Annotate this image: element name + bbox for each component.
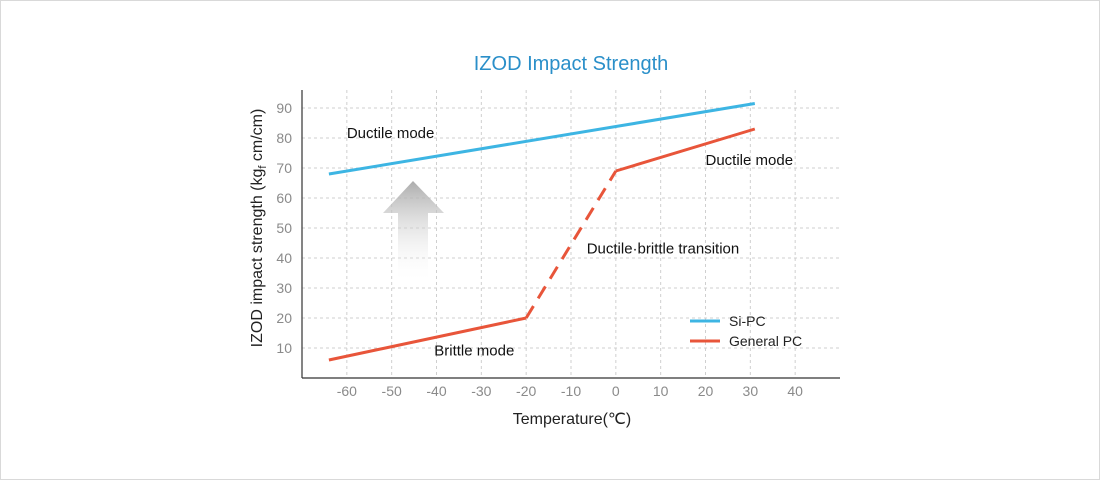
up-arrow-icon	[383, 181, 444, 284]
annotation-label: Ductile·brittle transition	[587, 241, 740, 258]
y-tick-label: 50	[276, 220, 292, 236]
x-tick-label: 0	[612, 383, 620, 399]
x-axis-label: Temperature(℃)	[513, 411, 631, 428]
x-tick-label: -50	[382, 383, 402, 399]
x-tick-label: -10	[561, 383, 581, 399]
y-tick-label: 10	[276, 340, 292, 356]
x-tick-label: -60	[337, 383, 357, 399]
series-line-si-pc	[328, 102, 756, 176]
y-tick-label: 90	[276, 100, 292, 116]
annotation-label: Ductile mode	[706, 152, 794, 169]
x-tick-label: 10	[653, 383, 669, 399]
annotations: Ductile mode Ductile mode Ductile·brittle …	[347, 125, 793, 360]
series	[328, 102, 756, 362]
series-line-general-pc	[615, 127, 756, 173]
y-tick-label: 40	[276, 250, 292, 266]
x-tick-label: 40	[787, 383, 803, 399]
y-tick-label: 30	[276, 280, 292, 296]
legend-label: General PC	[729, 333, 802, 349]
annotation-label: Brittle mode	[434, 343, 514, 360]
x-tick-label: -20	[516, 383, 536, 399]
y-ticks: 10 20 30 40 50 60 70 80 90	[276, 100, 292, 356]
series-line-general-pc	[524, 170, 618, 319]
y-tick-label: 60	[276, 190, 292, 206]
y-tick-label: 70	[276, 160, 292, 176]
axes	[301, 90, 840, 379]
y-axis-label: IZOD impact strength (kgf cm/cm)	[249, 109, 269, 348]
x-tick-label: 30	[743, 383, 759, 399]
annotation-label: Ductile mode	[347, 125, 435, 142]
x-tick-label: -30	[471, 383, 491, 399]
series-line-general-pc	[328, 316, 527, 362]
y-tick-label: 80	[276, 130, 292, 146]
x-tick-label: -40	[426, 383, 446, 399]
legend-label: Si-PC	[729, 313, 766, 329]
x-ticks: -60 -50 -40 -30 -20 -10 0 10 20 30 40	[337, 383, 803, 399]
y-tick-label: 20	[276, 310, 292, 326]
chart-title: IZOD Impact Strength	[474, 53, 669, 75]
grid	[302, 90, 840, 378]
legend: Si-PC General PC	[690, 313, 802, 349]
x-tick-label: 20	[698, 383, 714, 399]
